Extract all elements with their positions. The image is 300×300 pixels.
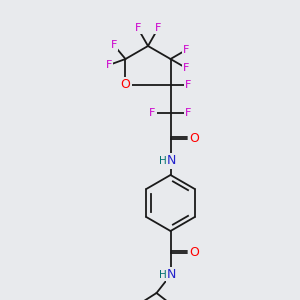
Text: F: F — [149, 108, 156, 118]
Text: F: F — [111, 40, 117, 50]
Text: F: F — [135, 23, 141, 33]
Text: H: H — [159, 270, 167, 280]
Text: O: O — [190, 133, 200, 146]
Text: O: O — [190, 247, 200, 260]
Text: H: H — [159, 156, 167, 166]
Text: F: F — [183, 63, 189, 73]
Text: F: F — [183, 45, 189, 55]
Text: F: F — [105, 60, 112, 70]
Text: F: F — [155, 23, 161, 33]
Text: N: N — [167, 154, 176, 167]
Text: F: F — [185, 80, 192, 90]
Text: O: O — [121, 79, 130, 92]
Text: N: N — [167, 268, 176, 281]
Text: F: F — [185, 108, 192, 118]
